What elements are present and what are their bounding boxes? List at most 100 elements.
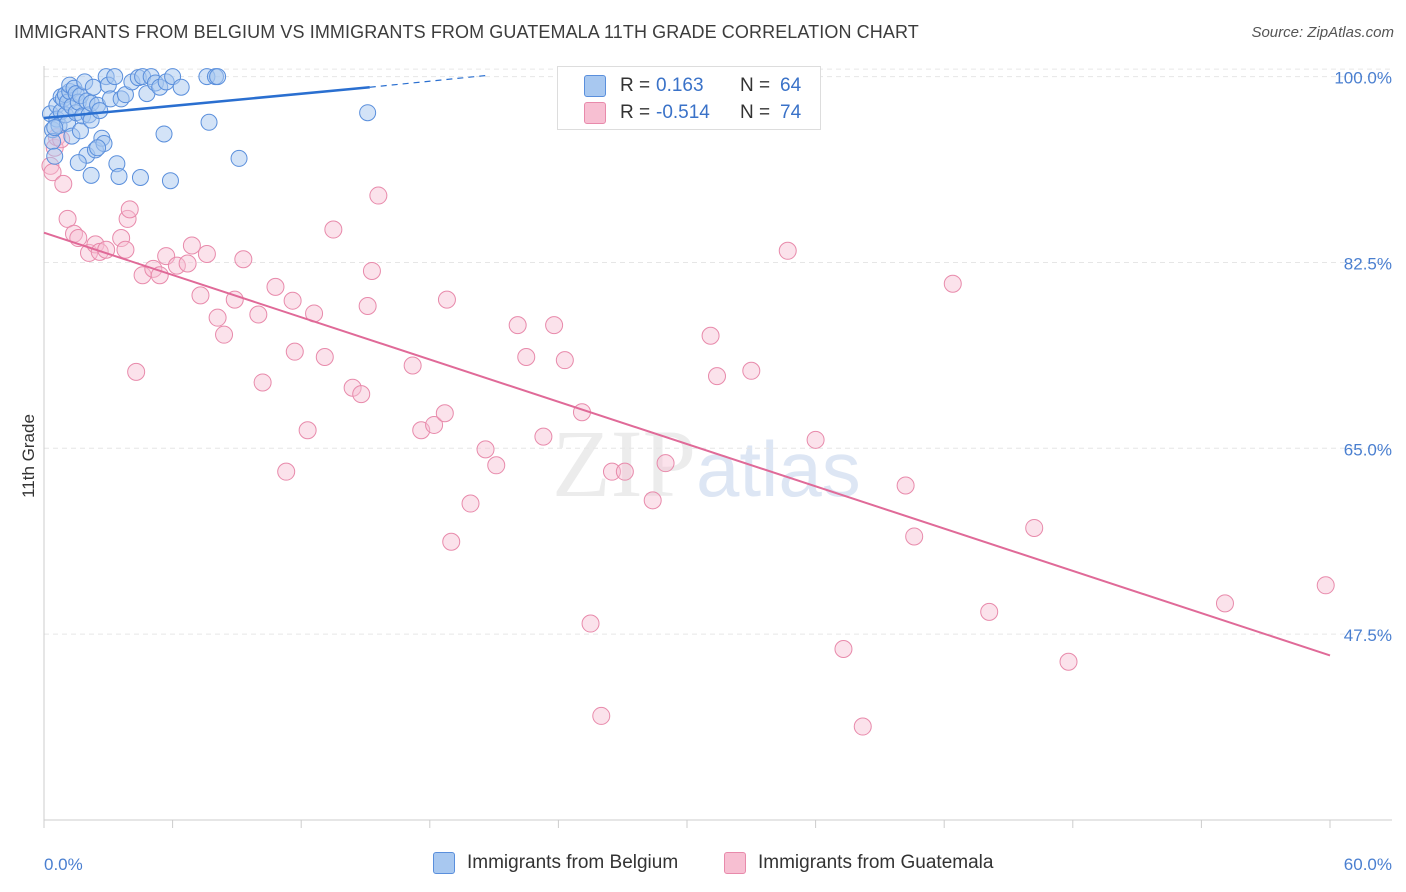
guatemala-point	[592, 706, 611, 725]
guatemala-point	[249, 305, 268, 324]
belgium-point	[46, 147, 64, 165]
legend-r-label: R =	[620, 75, 651, 96]
belgium-point	[155, 125, 173, 143]
guatemala-point	[943, 274, 962, 293]
guatemala-point	[208, 308, 227, 327]
belgium-point	[172, 78, 190, 96]
guatemala-point	[127, 362, 146, 381]
guatemala-point	[461, 494, 480, 513]
belgium-point	[359, 104, 377, 122]
legend-n-value-belgium: 64	[780, 75, 802, 96]
guatemala-point	[58, 209, 77, 228]
belgium-trend-extension	[369, 74, 486, 88]
guatemala-point	[197, 244, 216, 263]
guatemala-point	[508, 316, 527, 335]
guatemala-point	[120, 200, 139, 219]
belgium-point	[69, 154, 87, 172]
guatemala-point	[806, 430, 825, 449]
guatemala-point	[324, 220, 343, 239]
guatemala-point	[362, 261, 381, 280]
belgium-point	[131, 169, 149, 187]
guatemala-point	[178, 254, 197, 273]
bottom-belgium-swatch	[433, 852, 455, 874]
bottom-legend: Immigrants from Belgium Immigrants from …	[0, 852, 1406, 878]
guatemala-point	[150, 266, 169, 285]
guatemala-point	[778, 241, 797, 260]
belgium-point	[209, 68, 227, 86]
stats-legend: R = 0.163 N = 64 R = -0.514 N = 74	[557, 66, 821, 130]
y-tick-label: 47.5%	[1344, 626, 1392, 645]
guatemala-point	[701, 326, 720, 345]
bottom-guatemala-swatch	[724, 852, 746, 874]
guatemala-point	[615, 462, 634, 481]
guatemala-point	[277, 462, 296, 481]
guatemala-swatch	[584, 102, 606, 124]
guatemala-point	[167, 256, 186, 275]
guatemala-point	[182, 236, 201, 255]
belgium-point	[230, 149, 248, 167]
x-tick-label: 0.0%	[44, 855, 83, 874]
guatemala-point	[980, 602, 999, 621]
guatemala-point	[266, 277, 285, 296]
belgium-point	[110, 167, 128, 185]
legend-n-label: N =	[740, 75, 771, 96]
guatemala-point	[283, 291, 302, 310]
belgium-point	[161, 172, 179, 190]
y-axis-label: 11th Grade	[19, 414, 38, 498]
guatemala-point	[403, 356, 422, 375]
bottom-legend-guatemala-label: Immigrants from Guatemala	[758, 852, 994, 873]
guatemala-point	[517, 347, 536, 366]
guatemala-point	[476, 440, 495, 459]
legend-r-value-guatemala: -0.514	[656, 102, 710, 123]
guatemala-point	[834, 640, 853, 659]
guatemala-point	[442, 532, 461, 551]
guatemala-point	[602, 462, 621, 481]
watermark-atlas: atlas	[696, 425, 861, 513]
guatemala-point	[1316, 576, 1335, 595]
bottom-legend-belgium: Immigrants from Belgium	[433, 852, 678, 874]
guatemala-point	[116, 240, 135, 259]
y-tick-label: 65.0%	[1344, 440, 1392, 459]
guatemala-point	[225, 290, 244, 309]
guatemala-point	[285, 342, 304, 361]
guatemala-point	[643, 491, 662, 510]
guatemala-point	[1059, 652, 1078, 671]
belgium-swatch	[584, 75, 606, 97]
guatemala-point	[369, 186, 388, 205]
belgium-point	[46, 119, 64, 137]
guatemala-point	[358, 297, 377, 316]
legend-r-value-belgium: 0.163	[656, 75, 704, 96]
source-label: Source: ZipAtlas.com	[1251, 24, 1394, 41]
bottom-legend-guatemala: Immigrants from Guatemala	[724, 852, 993, 874]
guatemala-point	[896, 476, 915, 495]
guatemala-point	[112, 229, 131, 248]
guatemala-point	[534, 427, 553, 446]
belgium-point	[91, 102, 109, 120]
bottom-legend-belgium-label: Immigrants from Belgium	[467, 852, 679, 873]
guatemala-point	[191, 286, 210, 305]
legend-n-value-guatemala: 74	[780, 102, 802, 123]
guatemala-point	[853, 717, 872, 736]
guatemala-point	[215, 325, 234, 344]
belgium-point	[106, 68, 124, 86]
guatemala-point	[253, 373, 272, 392]
zipatlas-watermark: ZIPatlas	[552, 408, 861, 519]
belgium-point	[89, 139, 107, 157]
guatemala-point	[234, 250, 253, 269]
guatemala-point	[298, 421, 317, 440]
guatemala-trend-line	[43, 231, 1331, 657]
guatemala-point	[437, 290, 456, 309]
guatemala-point	[352, 385, 371, 404]
guatemala-point	[1215, 594, 1234, 613]
guatemala-point	[487, 456, 506, 475]
guatemala-point	[656, 454, 675, 473]
legend-n-label: N =	[740, 102, 771, 123]
legend-r-label: R =	[620, 102, 651, 123]
guatemala-point	[1025, 518, 1044, 537]
belgium-point	[84, 78, 102, 96]
guatemala-point	[905, 527, 924, 546]
guatemala-point	[742, 361, 761, 380]
belgium-point	[200, 113, 218, 131]
legend-row-belgium: R = 0.163 N = 64	[584, 73, 801, 99]
